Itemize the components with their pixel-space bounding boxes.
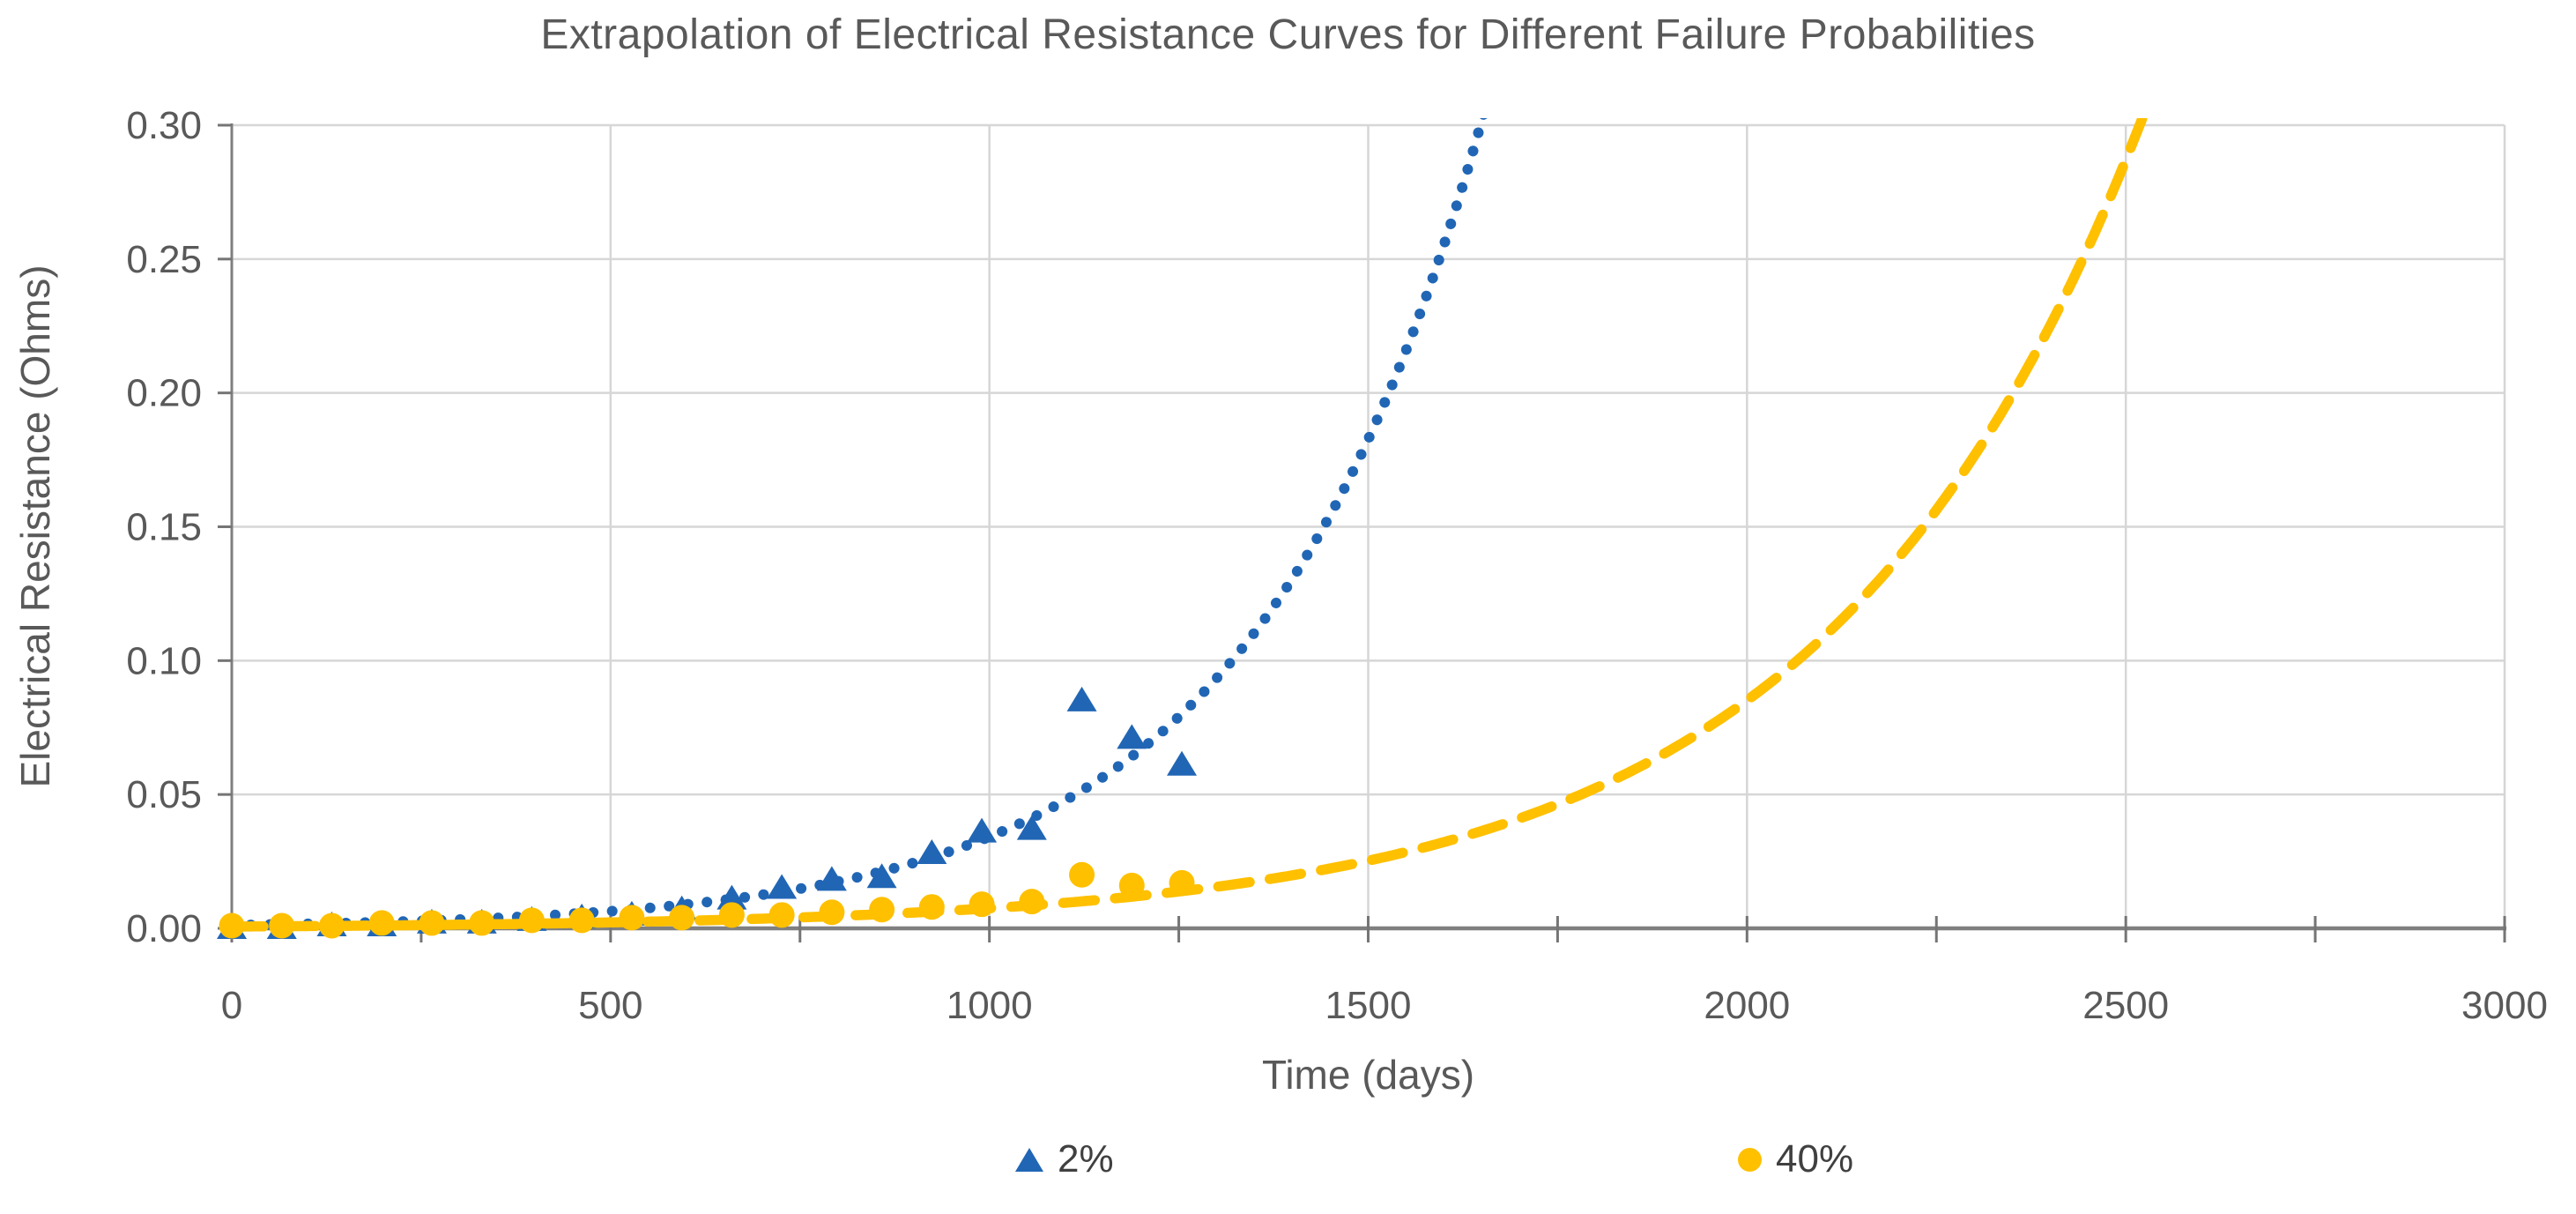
y-tick-label: 0.05 xyxy=(126,773,202,816)
data-point-40% xyxy=(469,910,495,936)
y-tick-label: 0.00 xyxy=(126,907,202,950)
data-point-2% xyxy=(767,874,798,899)
chart-title: Extrapolation of Electrical Resistance C… xyxy=(540,11,2036,58)
x-tick-label: 500 xyxy=(578,984,642,1027)
x-tick-label: 3000 xyxy=(2461,984,2548,1027)
data-point-40% xyxy=(969,891,995,918)
data-point-2% xyxy=(716,884,747,910)
data-point-2% xyxy=(1167,750,1198,776)
data-point-2% xyxy=(816,866,847,891)
legend-triangle-marker-icon xyxy=(1015,1147,1043,1172)
data-point-40% xyxy=(419,910,445,936)
trendline-path-40% xyxy=(226,118,2149,932)
series-points-40% xyxy=(219,861,1195,939)
data-point-2% xyxy=(866,863,897,889)
y-axis-title: Electrical Resistance (Ohms) xyxy=(12,264,58,788)
x-tick-label: 0 xyxy=(221,984,242,1027)
legend-circle-marker-icon xyxy=(1738,1147,1762,1172)
gridlines xyxy=(232,123,2506,928)
x-tick-label: 1500 xyxy=(1325,984,1412,1027)
data-point-40% xyxy=(1169,869,1195,896)
data-point-2% xyxy=(917,838,947,864)
trendline-path-2% xyxy=(226,118,1488,931)
data-point-40% xyxy=(669,905,695,931)
data-point-40% xyxy=(1069,861,1095,888)
legend-label-40pct: 40% xyxy=(1776,1137,1854,1180)
trendline-2% xyxy=(226,118,1488,931)
x-tick-label: 2000 xyxy=(1704,984,1790,1027)
trendline-40% xyxy=(226,118,2149,932)
data-point-40% xyxy=(918,894,945,920)
y-tick-label: 0.25 xyxy=(126,238,202,281)
x-axis-title: Time (days) xyxy=(1261,1052,1475,1098)
legend-item-2pct: 2% xyxy=(1015,1137,1114,1181)
data-point-40% xyxy=(869,897,895,923)
legend-label-2pct: 2% xyxy=(1058,1137,1114,1180)
data-point-40% xyxy=(368,910,395,936)
data-point-2% xyxy=(967,817,998,843)
data-point-2% xyxy=(1016,815,1047,840)
data-point-2% xyxy=(1066,686,1097,711)
data-point-40% xyxy=(568,907,595,934)
y-tick-label: 0.10 xyxy=(126,639,202,682)
y-tick-labels: 0.00 0.05 0.10 0.15 0.20 0.25 0.30 xyxy=(126,104,202,950)
data-point-40% xyxy=(819,899,845,926)
data-point-2% xyxy=(1117,724,1147,749)
x-tick-label: 2500 xyxy=(2082,984,2169,1027)
data-point-40% xyxy=(269,912,295,939)
data-point-40% xyxy=(619,905,645,931)
data-point-40% xyxy=(768,902,795,928)
y-tick-label: 0.30 xyxy=(126,104,202,147)
y-ticks xyxy=(218,123,232,930)
data-point-40% xyxy=(219,912,245,939)
x-tick-labels: 0 500 1000 1500 2000 2500 3000 xyxy=(221,984,2548,1027)
x-tick-label: 1000 xyxy=(947,984,1033,1027)
data-point-40% xyxy=(1019,889,1045,915)
data-point-40% xyxy=(518,907,545,934)
legend-item-40pct: 40% xyxy=(1738,1137,1853,1181)
y-tick-label: 0.20 xyxy=(126,372,202,415)
x-ticks xyxy=(230,916,2506,942)
data-point-40% xyxy=(318,912,345,939)
y-tick-label: 0.15 xyxy=(126,506,202,549)
data-point-40% xyxy=(1118,872,1145,898)
data-point-40% xyxy=(718,902,745,928)
